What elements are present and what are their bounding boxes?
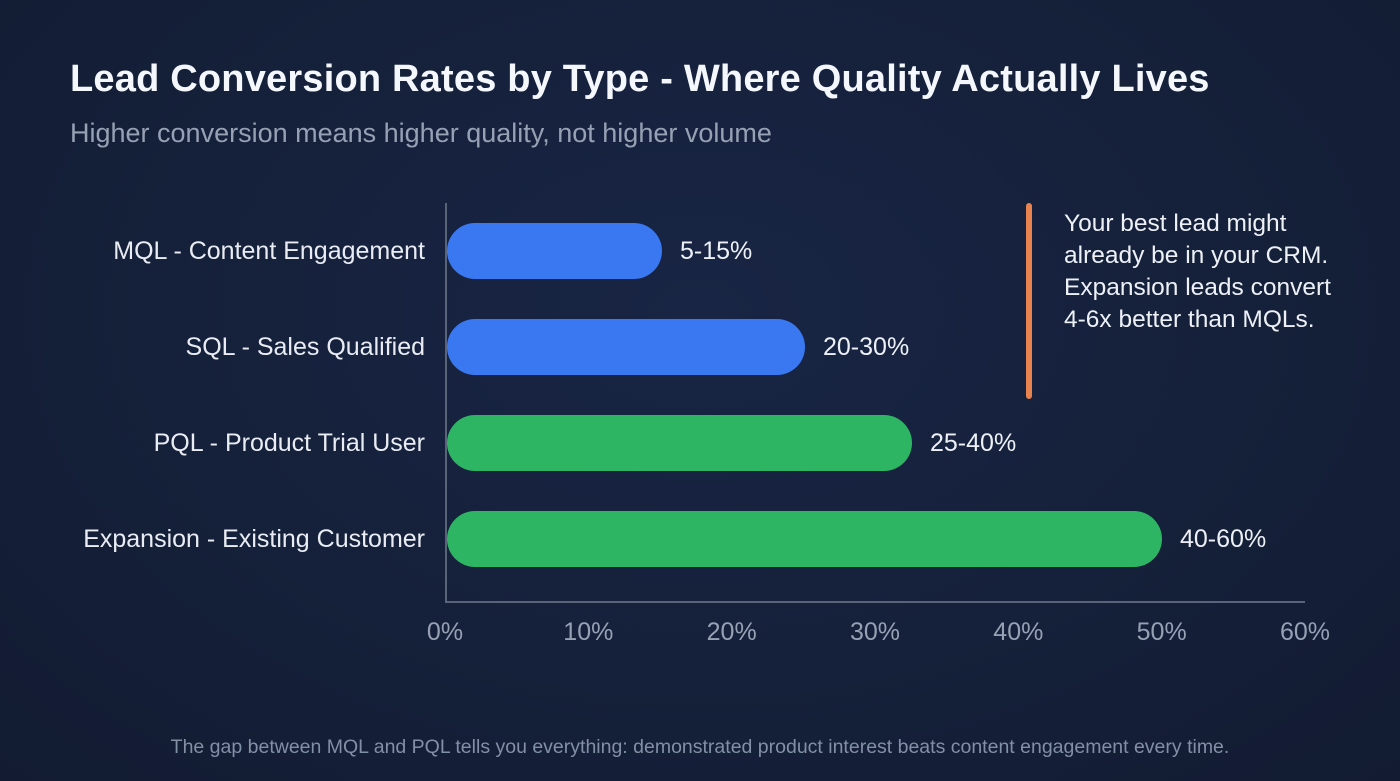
page-title: Lead Conversion Rates by Type - Where Qu… [70,58,1210,100]
category-label: SQL - Sales Qualified [185,333,425,361]
bar-value-label: 20-30% [823,333,910,361]
bar-value-label: 5-15% [680,237,753,265]
category-label: PQL - Product Trial User [153,429,425,457]
footer-insight-text: The gap between MQL and PQL tells you ev… [170,736,1230,758]
page-subtitle: Higher conversion means higher quality, … [70,118,772,148]
x-tick-label: 40% [993,618,1044,646]
bar-3 [447,415,912,471]
bar-value-label: 25-40% [930,429,1017,457]
x-tick-label: 50% [1136,618,1187,646]
x-tick-label: 60% [1279,618,1331,646]
bar-4 [447,511,1162,567]
x-axis-tick-labels: 0% 10% 20% 30% 40% 50% 60% [427,618,1330,654]
category-axis-labels: MQL - Content Engagement SQL - Sales Qual… [40,203,425,603]
annotation-accent-bar [1026,203,1032,399]
annotation-callout: Your best lead might already be in your … [1064,208,1344,336]
x-tick-label: 10% [563,618,614,646]
bar-1 [447,223,662,279]
bar-value-label: 40-60% [1180,525,1267,553]
x-tick-label: 0% [426,618,464,646]
x-tick-label: 20% [706,618,757,646]
annotation-line1: Your best lead might already be in your … [1064,210,1329,269]
category-label: Expansion - Existing Customer [83,525,425,553]
bar-2 [447,319,805,375]
bar-chart-plot-area: 5-15% 20-30% 25-40% 40-60% [445,203,1305,603]
category-label: MQL - Content Engagement [113,237,425,265]
x-tick-label: 30% [849,618,901,646]
annotation-line2: Expansion leads convert 4-6x better than… [1064,274,1331,333]
